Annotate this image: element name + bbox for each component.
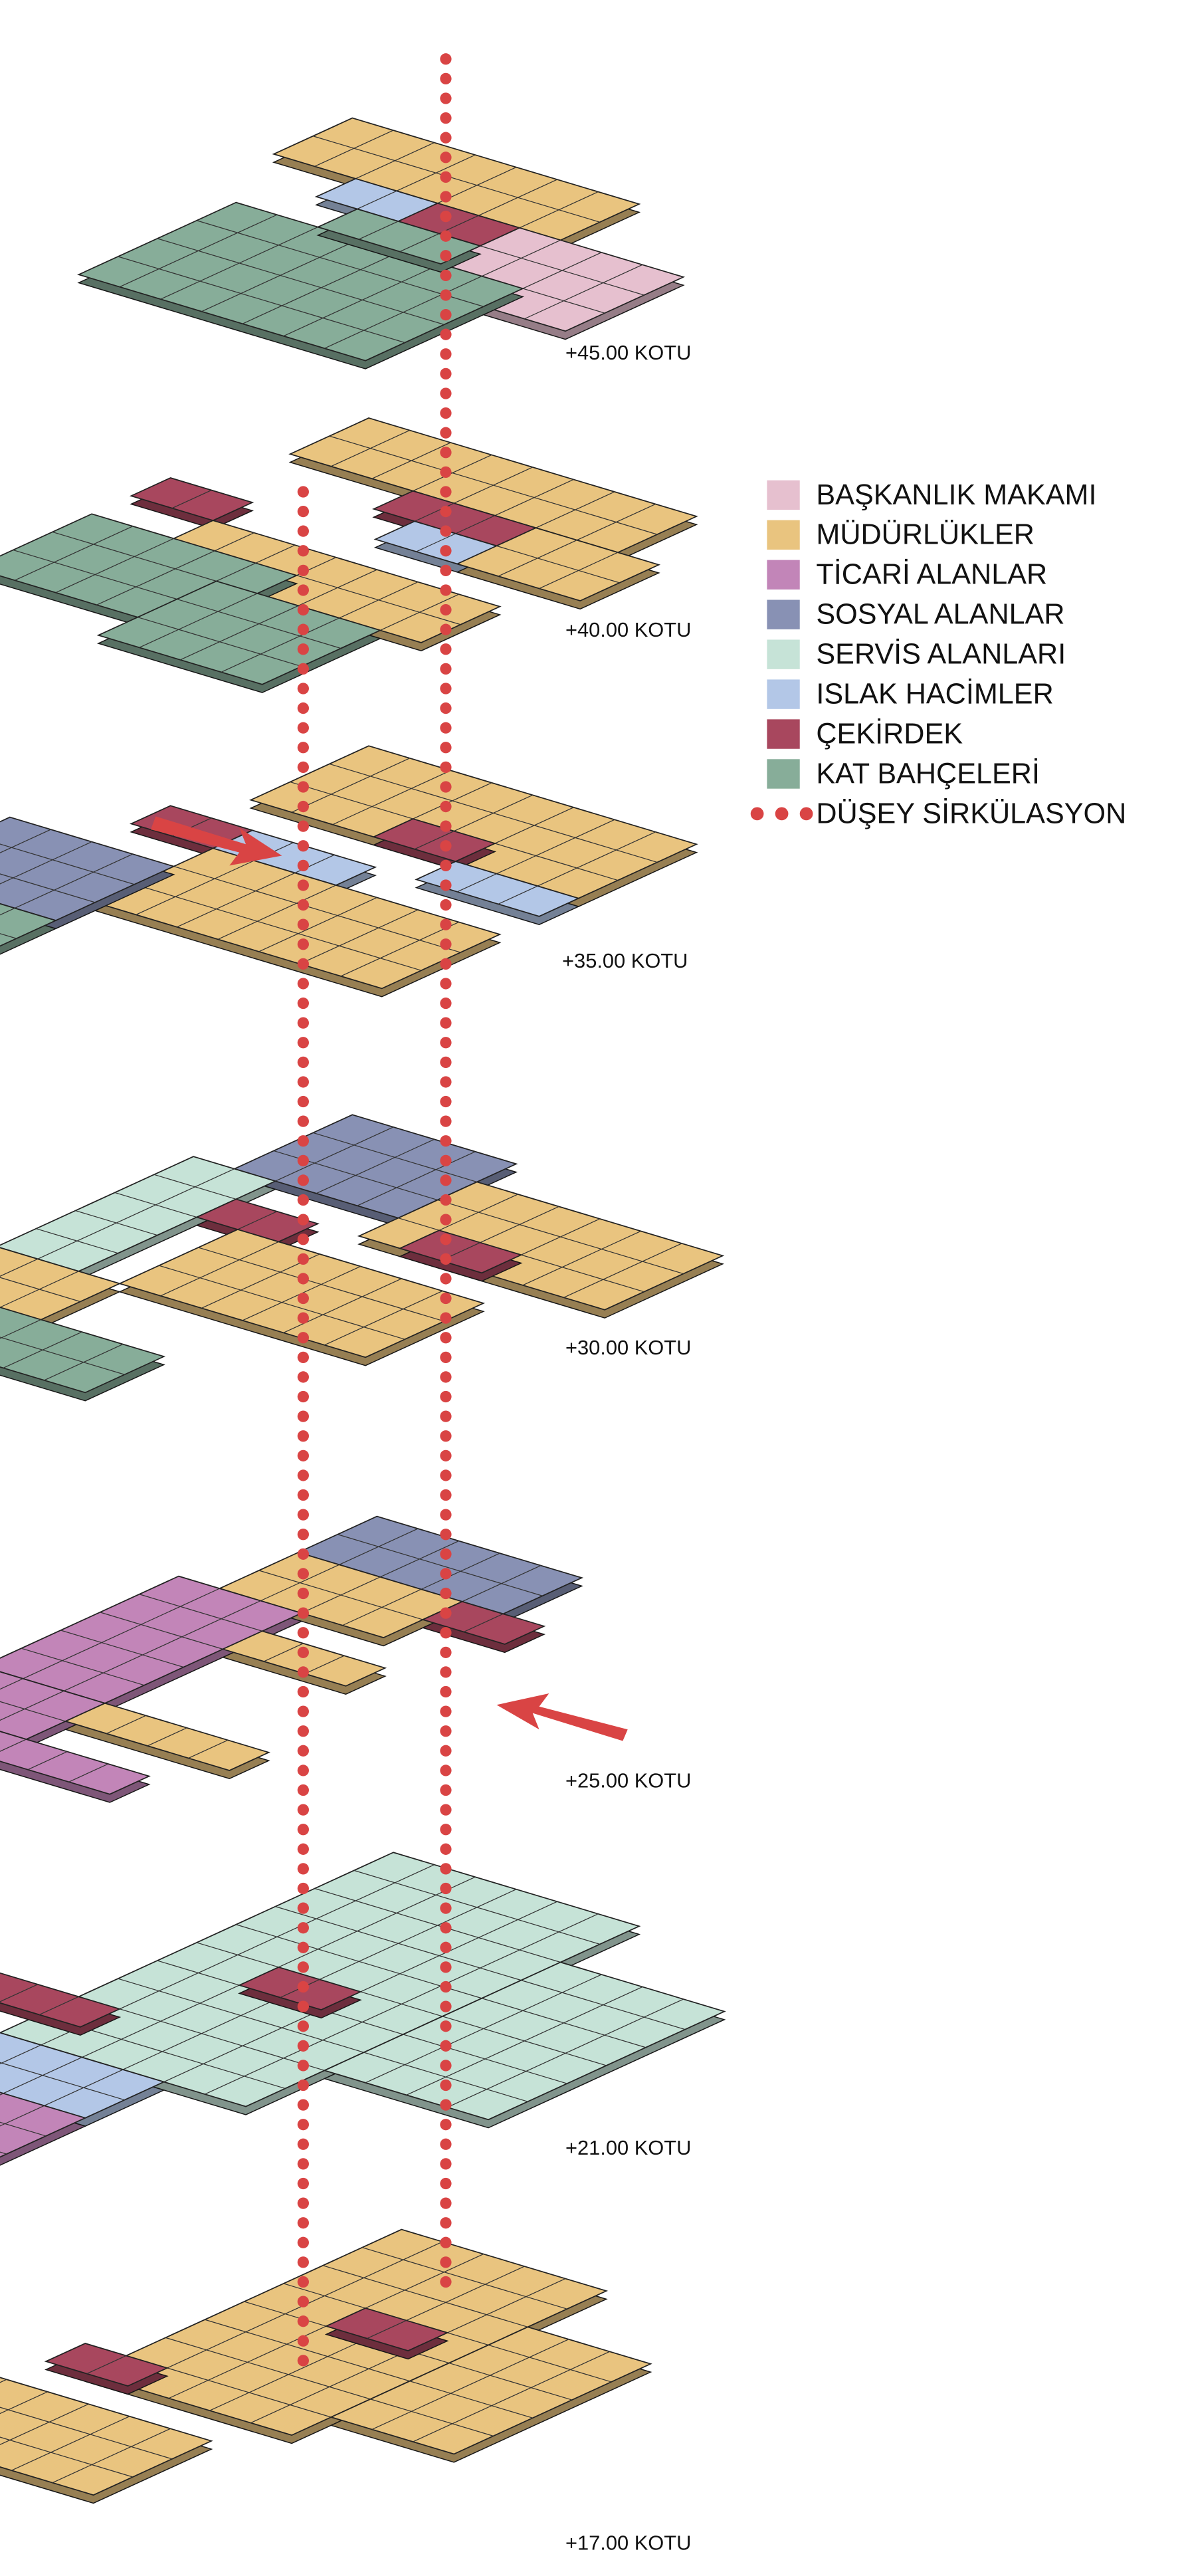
floor-plate [0,2230,650,2504]
legend-dot [800,807,813,821]
legend-label: ÇEKİRDEK [816,718,963,750]
arrow [496,1693,627,1741]
floor-plate [0,418,696,693]
legend-dot [751,807,764,821]
legend-swatch [767,481,799,510]
legend-swatch [767,759,799,788]
legend-label: ISLAK HACİMLER [816,678,1053,710]
level-labels: +45.00 KOTU +40.00 KOTU +35.00 KOTU +30.00 … [562,341,691,2554]
legend-swatch [767,520,799,550]
legend-swatch [767,600,799,629]
legend-label: DÜŞEY SİRKÜLASYON [816,798,1126,829]
level-label: +40.00 KOTU [565,618,691,641]
level-label: +17.00 KOTU [565,2531,691,2554]
level-label: +25.00 KOTU [565,1769,691,1792]
floor-plate [78,118,683,369]
legend-label: SERVİS ALANLARI [816,639,1066,671]
legend-swatch [767,719,799,748]
floor-plate [0,1517,582,1802]
legend-label: MÜDÜRLÜKLER [816,519,1034,551]
legend: BAŞKANLIK MAKAMI MÜDÜRLÜKLER TİCARİ ALANLA… [751,479,1127,830]
legend-label: BAŞKANLIK MAKAMI [816,479,1096,511]
legend-swatch [767,560,799,590]
level-label: +30.00 KOTU [565,1336,691,1359]
legend-dot [775,807,789,821]
floor-plate [0,1852,724,2180]
level-label: +21.00 KOTU [565,2136,691,2159]
level-label: +35.00 KOTU [562,949,688,972]
legend-swatch [767,679,799,708]
level-label: +45.00 KOTU [565,341,691,364]
legend-swatch [767,639,799,669]
legend-label: KAT BAHÇELERİ [816,758,1040,790]
legend-label: SOSYAL ALANLAR [816,599,1064,631]
legend-label: TİCARİ ALANLAR [816,559,1047,591]
